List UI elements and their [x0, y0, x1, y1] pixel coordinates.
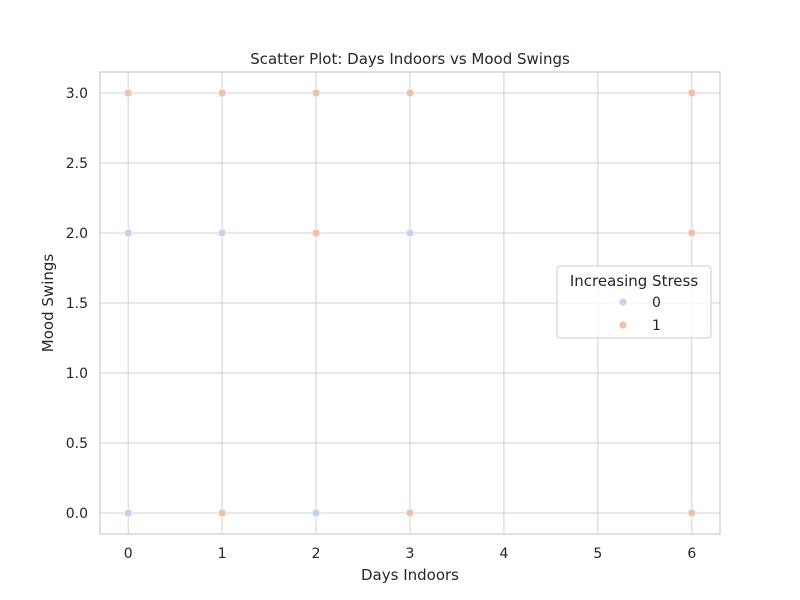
- legend-items: 01: [618, 295, 661, 334]
- data-point-series-1: [217, 88, 227, 98]
- y-tick-label: 1.5: [66, 296, 88, 312]
- data-point-series-0: [217, 228, 227, 238]
- data-point-series-1: [687, 508, 697, 518]
- data-point-series-1: [405, 88, 415, 98]
- data-point-series-1: [311, 88, 321, 98]
- data-point-series-1: [405, 508, 415, 518]
- data-point-series-1: [217, 508, 227, 518]
- legend-title: Increasing Stress: [570, 272, 698, 290]
- data-point-series-1: [687, 88, 697, 98]
- data-point-series-1: [311, 228, 321, 238]
- x-tick-label: 3: [406, 546, 415, 562]
- data-points: [123, 88, 697, 518]
- x-tick-label: 0: [124, 546, 133, 562]
- x-axis-title: Days Indoors: [361, 566, 459, 584]
- x-tick-label: 2: [312, 546, 321, 562]
- x-axis-ticks: 0 1 2 3 4 5 6: [124, 546, 697, 562]
- y-axis-ticks: 0.0 0.5 1.0 1.5 2.0 2.5 3.0: [66, 86, 88, 522]
- y-axis-title: Mood Swings: [39, 254, 57, 353]
- y-tick-label: 3.0: [66, 86, 88, 102]
- chart-title: Scatter Plot: Days Indoors vs Mood Swing…: [250, 50, 570, 68]
- data-point-series-0: [123, 228, 133, 238]
- x-tick-label: 5: [593, 546, 602, 562]
- data-point-series-0: [123, 508, 133, 518]
- data-point-series-0: [405, 228, 415, 238]
- y-tick-label: 1.0: [66, 366, 88, 382]
- y-tick-label: 0.5: [66, 436, 88, 452]
- legend-box: [556, 265, 712, 339]
- legend-label-0: 0: [652, 295, 661, 311]
- x-tick-label: 6: [687, 546, 696, 562]
- x-tick-label: 1: [218, 546, 227, 562]
- x-tick-label: 4: [499, 546, 508, 562]
- legend: Increasing Stress 01: [556, 265, 712, 339]
- legend-marker-1: [618, 320, 628, 330]
- y-tick-label: 2.5: [66, 156, 88, 172]
- data-point-series-0: [311, 508, 321, 518]
- legend-marker-0: [618, 297, 628, 307]
- data-point-series-1: [687, 228, 697, 238]
- plot-frame: [99, 71, 721, 535]
- y-tick-label: 0.0: [66, 506, 88, 522]
- y-tick-label: 2.0: [66, 226, 88, 242]
- data-point-series-1: [123, 88, 133, 98]
- legend-label-1: 1: [652, 318, 661, 334]
